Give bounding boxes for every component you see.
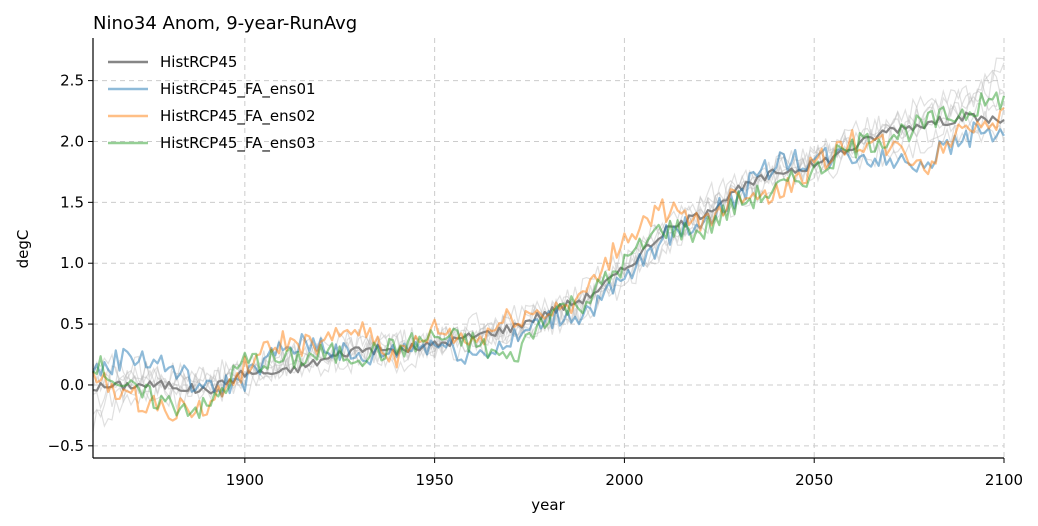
- legend-label-HistRCP45_FA_ens02: HistRCP45_FA_ens02: [160, 107, 316, 126]
- legend-label-HistRCP45_FA_ens03: HistRCP45_FA_ens03: [160, 134, 316, 153]
- x-tick-label: 2050: [795, 471, 833, 489]
- legend-label-HistRCP45_FA_ens01: HistRCP45_FA_ens01: [160, 80, 316, 99]
- series-line-HistRCP45_FA_ens03: [92, 91, 1006, 419]
- y-tick-label: 2.0: [60, 132, 84, 150]
- x-axis-label: year: [531, 496, 565, 514]
- y-tick-label: 2.5: [60, 72, 84, 90]
- series-line-HistRCP45_FA_ens02: [91, 107, 1005, 422]
- background-member-line-4: [92, 124, 1005, 402]
- series-lines: [91, 91, 1006, 422]
- y-tick-label: 1.0: [60, 254, 84, 272]
- series-line-HistRCP45_FA_ens01: [91, 121, 1005, 398]
- tick-labels: 1900 1950 2000 2050 2100 −0.5 0.0 0.5 1.0 1.5 2.0 2…: [48, 72, 1024, 489]
- x-tick-label: 2100: [985, 471, 1023, 489]
- y-axis-label: degC: [14, 230, 32, 269]
- y-tick-label: −0.5: [48, 437, 84, 455]
- legend-label-HistRCP45: HistRCP45: [160, 53, 237, 71]
- y-tick-label: 1.5: [60, 193, 84, 211]
- legend: HistRCP45 HistRCP45_FA_ens01 HistRCP45_FA_…: [108, 53, 316, 153]
- x-tick-label: 1900: [226, 471, 264, 489]
- x-tick-label: 1950: [416, 471, 454, 489]
- y-tick-label: 0.0: [60, 376, 84, 394]
- series-line-HistRCP45: [92, 111, 1005, 395]
- chart-title: Nino34 Anom, 9-year-RunAvg: [93, 13, 357, 34]
- axes: [92, 38, 1004, 459]
- y-tick-label: 0.5: [60, 315, 84, 333]
- x-tick-label: 2000: [605, 471, 643, 489]
- grid-layer: [93, 38, 1005, 458]
